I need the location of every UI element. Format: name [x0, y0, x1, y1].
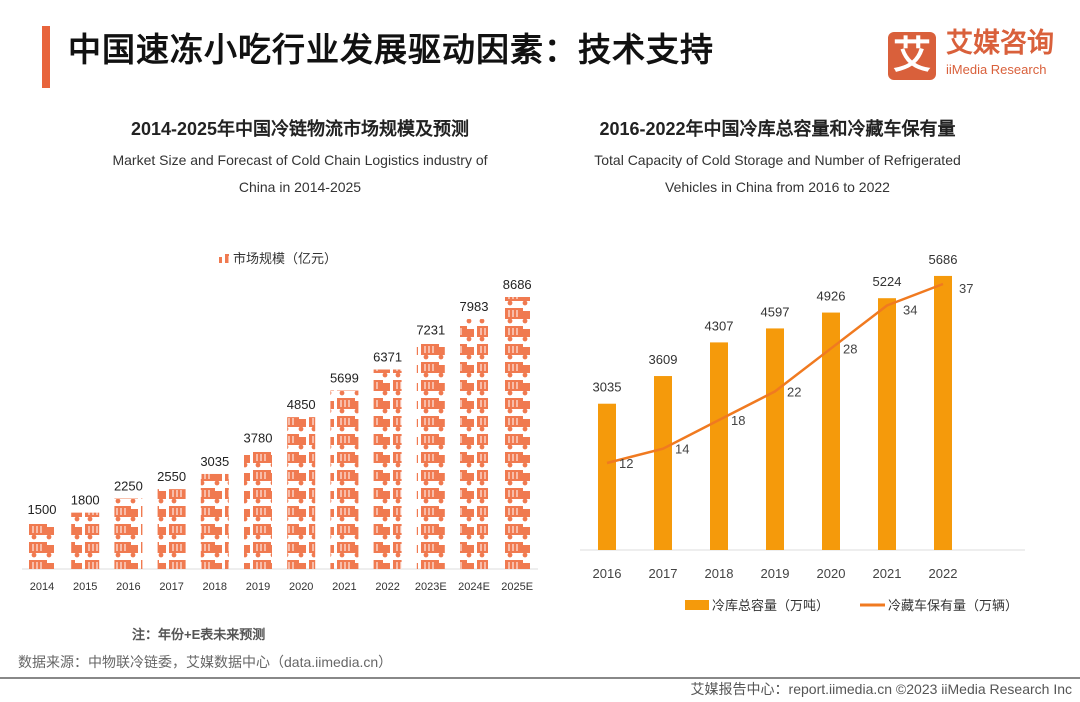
bar-2020 — [822, 312, 840, 550]
legend-label-market-size: 市场规模（亿元） — [233, 251, 337, 266]
legend-swatch-cold-storage — [685, 600, 709, 610]
x-tick-2021: 2021 — [873, 566, 902, 581]
data-label-2022: 6371 — [373, 349, 402, 364]
data-label-2025E: 8686 — [503, 277, 532, 292]
logo-icon: 艾 — [888, 32, 936, 80]
bar-label-2022: 5686 — [929, 252, 958, 267]
x-tick-2016: 2016 — [593, 566, 622, 581]
left-legend: 市场规模（亿元） — [219, 251, 337, 266]
bar-2023E — [416, 342, 445, 569]
x-tick-2016: 2016 — [116, 581, 140, 593]
bar-2016 — [114, 498, 143, 569]
data-label-2024E: 7983 — [460, 299, 489, 314]
x-tick-2015: 2015 — [73, 581, 97, 593]
bar-2014 — [28, 522, 56, 569]
x-tick-2021: 2021 — [332, 581, 356, 593]
bar-2022 — [934, 275, 952, 550]
right-chart-subtitle-2: Vehicles in China from 2016 to 2022 — [665, 179, 890, 195]
logo-text-cn: 艾媒咨询 — [946, 28, 1054, 58]
line-label-2022: 37 — [959, 281, 973, 296]
line-label-2017: 14 — [675, 442, 689, 457]
line-label-2021: 34 — [903, 302, 917, 317]
x-tick-2023E: 2023E — [415, 581, 447, 593]
x-tick-2017: 2017 — [649, 566, 678, 581]
data-source: 数据来源：中物联冷链委，艾媒数据中心（data.iimedia.cn） — [18, 654, 393, 670]
bar-2025E — [503, 297, 532, 569]
x-tick-2020: 2020 — [289, 581, 313, 593]
right-chart-title: 2016-2022年中国冷库总容量和冷藏车保有量 — [599, 119, 956, 139]
x-tick-2019: 2019 — [246, 581, 270, 593]
title-accent-bar — [42, 26, 50, 88]
bar-2019 — [766, 328, 784, 550]
chart-note: 注：年份+E表未来预测 — [132, 627, 266, 642]
line-label-2019: 22 — [787, 384, 801, 399]
bar-2016 — [598, 403, 616, 550]
x-tick-2020: 2020 — [817, 566, 846, 581]
legend-label-vehicles: 冷藏车保有量（万辆） — [888, 598, 1018, 613]
footer-divider — [0, 677, 1080, 679]
bar-label-2017: 3609 — [649, 352, 678, 367]
bar-2017 — [157, 489, 186, 569]
left-chart-title: 2014-2025年中国冷链物流市场规模及预测 — [130, 119, 470, 139]
bar-2018 — [710, 342, 728, 550]
vehicles-line — [606, 282, 944, 465]
bar-2022 — [373, 369, 402, 569]
bar-2019 — [244, 450, 272, 569]
bar-2015 — [71, 512, 100, 569]
logo-text-en: iiMedia Research — [946, 62, 1047, 77]
bar-2020 — [287, 417, 316, 569]
x-tick-2022: 2022 — [375, 581, 399, 593]
bar-2018 — [200, 473, 229, 569]
x-tick-2024E: 2024E — [458, 581, 490, 593]
data-label-2018: 3035 — [200, 454, 229, 469]
bar-2024E — [460, 319, 488, 569]
data-label-2014: 1500 — [28, 502, 57, 517]
bar-label-2020: 4926 — [817, 289, 846, 304]
page-title: 中国速冻小吃行业发展驱动因素：技术支持 — [68, 31, 714, 68]
data-label-2023E: 7231 — [416, 323, 445, 338]
left-chart-subtitle-2: China in 2014-2025 — [238, 179, 362, 195]
bar-label-2018: 4307 — [705, 318, 734, 333]
bar-label-2021: 5224 — [873, 274, 902, 289]
legend-label-cold-storage: 冷库总容量（万吨） — [712, 598, 829, 613]
x-tick-2022: 2022 — [929, 566, 958, 581]
bar-2017 — [654, 376, 672, 550]
footer-text: 艾媒报告中心：report.iimedia.cn ©2023 iiMedia R… — [690, 681, 1072, 697]
line-label-2016: 12 — [619, 456, 633, 471]
bar-label-2019: 4597 — [761, 304, 790, 319]
data-label-2015: 1800 — [71, 493, 100, 508]
x-tick-2017: 2017 — [159, 581, 183, 593]
x-tick-2025E: 2025E — [501, 581, 533, 593]
bar-2021 — [878, 298, 896, 550]
data-label-2016: 2250 — [114, 479, 143, 494]
bar-2021 — [330, 390, 359, 569]
x-tick-2018: 2018 — [203, 581, 227, 593]
x-tick-2019: 2019 — [761, 566, 790, 581]
data-label-2019: 3780 — [244, 431, 273, 446]
left-chart-subtitle-1: Market Size and Forecast of Cold Chain L… — [112, 152, 488, 168]
line-label-2018: 18 — [731, 413, 745, 428]
data-label-2020: 4850 — [287, 397, 316, 412]
x-tick-2018: 2018 — [705, 566, 734, 581]
line-label-2020: 28 — [843, 341, 857, 356]
right-chart-subtitle-1: Total Capacity of Cold Storage and Numbe… — [594, 152, 961, 168]
right-legend: 冷库总容量（万吨） 冷藏车保有量（万辆） — [685, 598, 1018, 613]
bar-label-2016: 3035 — [593, 380, 622, 395]
data-label-2021: 5699 — [330, 371, 359, 386]
legend-swatch-market-size — [219, 253, 229, 263]
x-tick-2014: 2014 — [30, 581, 54, 593]
data-label-2017: 2550 — [157, 469, 186, 484]
